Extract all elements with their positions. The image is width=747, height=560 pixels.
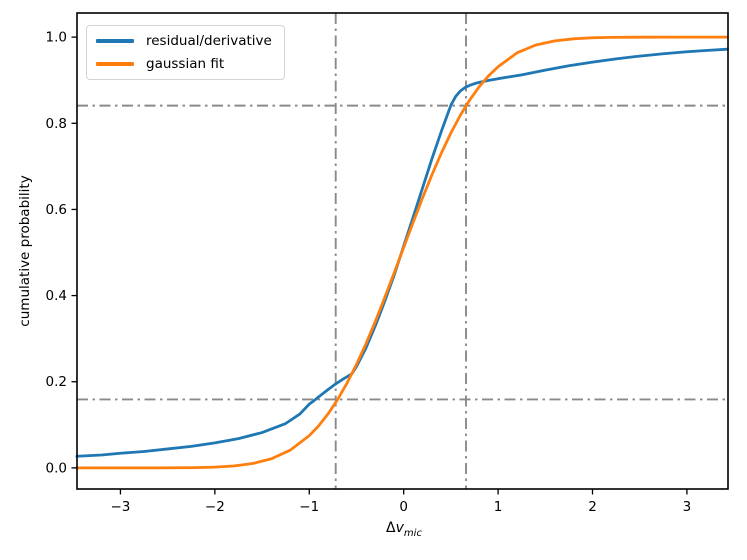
curve-residual-derivative	[75, 47, 729, 458]
y-tick-label: 0.8	[46, 116, 67, 132]
curve-gaussian-fit	[75, 35, 729, 470]
y-tick-label: 0.6	[46, 202, 67, 218]
y-tick-label: 0.4	[46, 288, 67, 304]
x-axis-label: Δvmic	[386, 520, 422, 539]
x-tick-label: 0	[399, 499, 408, 515]
legend-line-swatch-blue	[96, 39, 134, 43]
x-tick-label: −3	[110, 499, 130, 515]
legend-item-residual-derivative: residual/derivative	[96, 32, 272, 50]
legend-label: residual/derivative	[146, 33, 272, 49]
series-curves-group	[75, 35, 729, 470]
reference-lines-group	[77, 13, 728, 489]
x-tick-label: 1	[494, 499, 503, 515]
legend: residual/derivative gaussian fit	[86, 25, 285, 80]
x-tick-label: 2	[588, 499, 597, 515]
x-axis-label-variable: v	[395, 520, 404, 536]
y-tick-label: 1.0	[46, 30, 67, 46]
legend-item-gaussian-fit: gaussian fit	[96, 55, 272, 73]
x-tick-label: −1	[299, 499, 319, 515]
x-tick-label: 3	[683, 499, 692, 515]
x-axis-label-delta: Δ	[386, 520, 396, 536]
axes-group: −3 −2 −1 0 1 2 3 0.0 0.2 0.4 0.6 0.8 1.0	[46, 12, 729, 515]
legend-label: gaussian fit	[146, 56, 225, 72]
y-tick-label: 0.0	[46, 460, 67, 476]
y-tick-label: 0.2	[46, 374, 67, 390]
x-tick-label: −2	[205, 499, 225, 515]
x-axis-label-subscript: mic	[403, 527, 422, 539]
y-axis-label: cumulative probability	[17, 175, 33, 327]
legend-line-swatch-orange	[96, 62, 134, 66]
plot-border	[76, 12, 729, 490]
